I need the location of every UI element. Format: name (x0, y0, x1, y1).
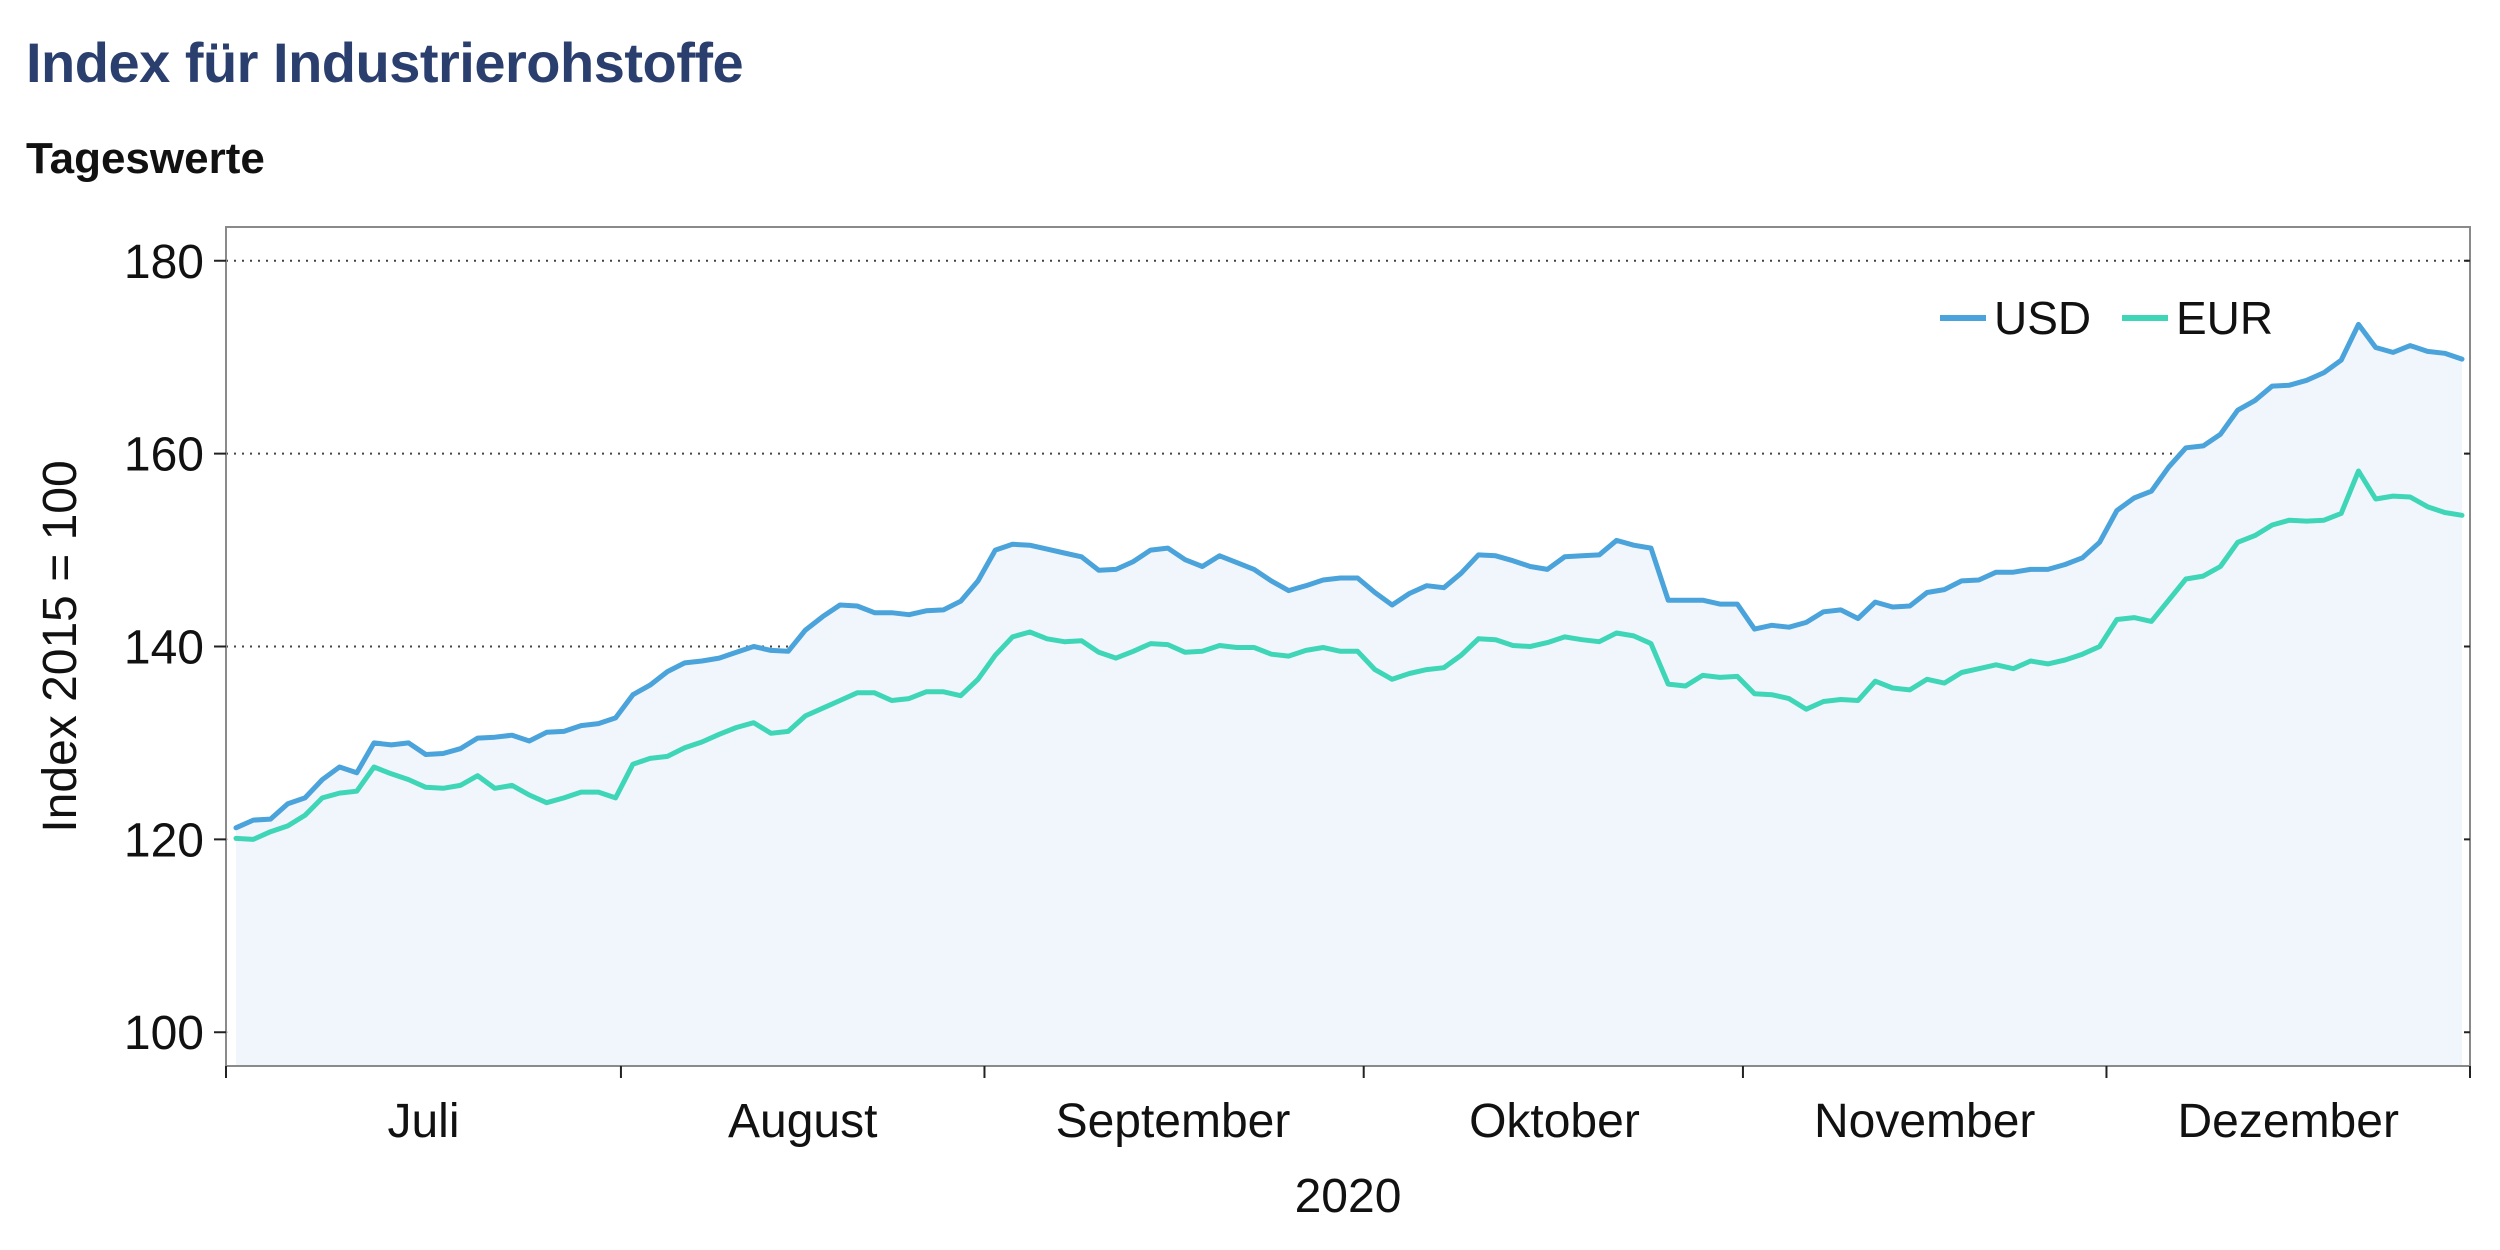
area-fill (236, 324, 2462, 1066)
chart-subtitle: Tageswerte (26, 134, 265, 183)
x-tick-label-juli: Juli (387, 1095, 459, 1148)
y-tick-label-120: 120 (124, 814, 204, 867)
x-tick-label-september: September (1056, 1095, 1291, 1148)
series-line-eur (233, 468, 2465, 842)
legend-label-usd: USD (1994, 292, 2091, 344)
x-tick-label-dezember: Dezember (2178, 1095, 2399, 1148)
x-tick-label-august: August (728, 1095, 877, 1148)
x-axis-title: 2020 (1295, 1170, 1402, 1223)
y-tick-label-160: 160 (124, 429, 204, 482)
series-line-usd (233, 321, 2465, 831)
chart-title: Index für Industrierohstoffe (26, 31, 744, 94)
y-tick-label-140: 140 (124, 622, 204, 675)
legend-label-eur: EUR (2176, 292, 2273, 344)
legend: USD EUR (1940, 292, 2273, 344)
axes: 100 120 140 160 180 Juli August September Oktobe… (124, 236, 2471, 1148)
y-tick-label-100: 100 (124, 1007, 204, 1060)
series-lines (233, 321, 2465, 842)
x-tick-label-november: November (1814, 1095, 2035, 1148)
y-axis-title: Index 2015 = 100 (34, 460, 87, 832)
x-tick-label-oktober: Oktober (1469, 1095, 1640, 1148)
y-tick-label-180: 180 (124, 236, 204, 289)
area-usd (236, 324, 2462, 1066)
